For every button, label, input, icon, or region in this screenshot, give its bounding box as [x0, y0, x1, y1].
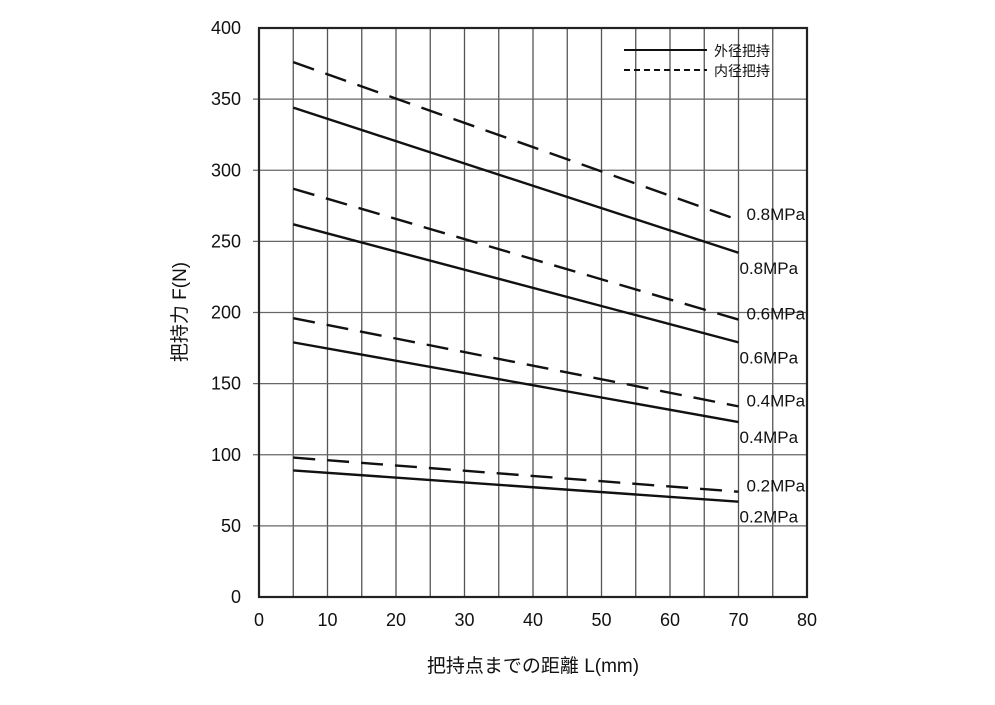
tick-labels: 0 10 20 30 40 50 60 70 80 0 50 100 150 200 250 300 350 40…: [211, 18, 817, 630]
x-tick-label: 50: [591, 610, 611, 630]
x-tick-label: 80: [797, 610, 817, 630]
series-line-dashed: [293, 317, 739, 408]
series-lines: [292, 61, 739, 503]
x-axis-label: 把持点までの距離 L(mm): [427, 655, 639, 677]
series-label: 0.2MPa: [747, 477, 806, 496]
series-line-solid: [293, 469, 739, 503]
x-tick-label: 10: [317, 610, 337, 630]
series-line-dashed: [292, 187, 739, 321]
series-label: 0.4MPa: [740, 428, 799, 447]
legend-label: 外径把持: [714, 43, 770, 59]
x-tick-label: 40: [523, 610, 543, 630]
x-tick-label: 20: [386, 610, 406, 630]
y-tick-label: 300: [211, 160, 241, 180]
y-tick-label: 100: [211, 445, 241, 465]
plot-frame: [257, 26, 809, 599]
y-tick-label: 50: [221, 516, 241, 536]
y-tick-label: 400: [211, 18, 241, 38]
series-label: 0.6MPa: [740, 348, 799, 367]
series-label: 0.8MPa: [747, 205, 806, 224]
x-tick-label: 0: [254, 610, 264, 630]
legend-label: 内径把持: [714, 63, 770, 79]
series-label: 0.6MPa: [747, 305, 806, 324]
y-tick-label: 150: [211, 374, 241, 394]
y-tick-label: 250: [211, 231, 241, 251]
y-tick-label: 350: [211, 89, 241, 109]
series-label: 0.4MPa: [747, 391, 806, 410]
series-line-solid: [292, 223, 739, 344]
y-axis-label: 把持力 F(N): [169, 262, 191, 362]
x-tick-label: 30: [454, 610, 474, 630]
series-line-dashed: [293, 456, 739, 493]
series-label: 0.2MPa: [740, 508, 799, 527]
y-tick-label: 200: [211, 303, 241, 323]
grid: [253, 26, 809, 599]
series-labels: 0.8MPa 0.8MPa 0.6MPa 0.6MPa 0.4MPa 0.4MPa 0.2M…: [740, 205, 806, 527]
y-tick-label: 0: [231, 587, 241, 607]
x-tick-label: 60: [660, 610, 680, 630]
x-tick-label: 70: [728, 610, 748, 630]
series-line-dashed: [292, 61, 739, 222]
series-line-solid: [292, 106, 739, 254]
series-line-solid: [293, 341, 739, 424]
series-label: 0.8MPa: [740, 259, 799, 278]
